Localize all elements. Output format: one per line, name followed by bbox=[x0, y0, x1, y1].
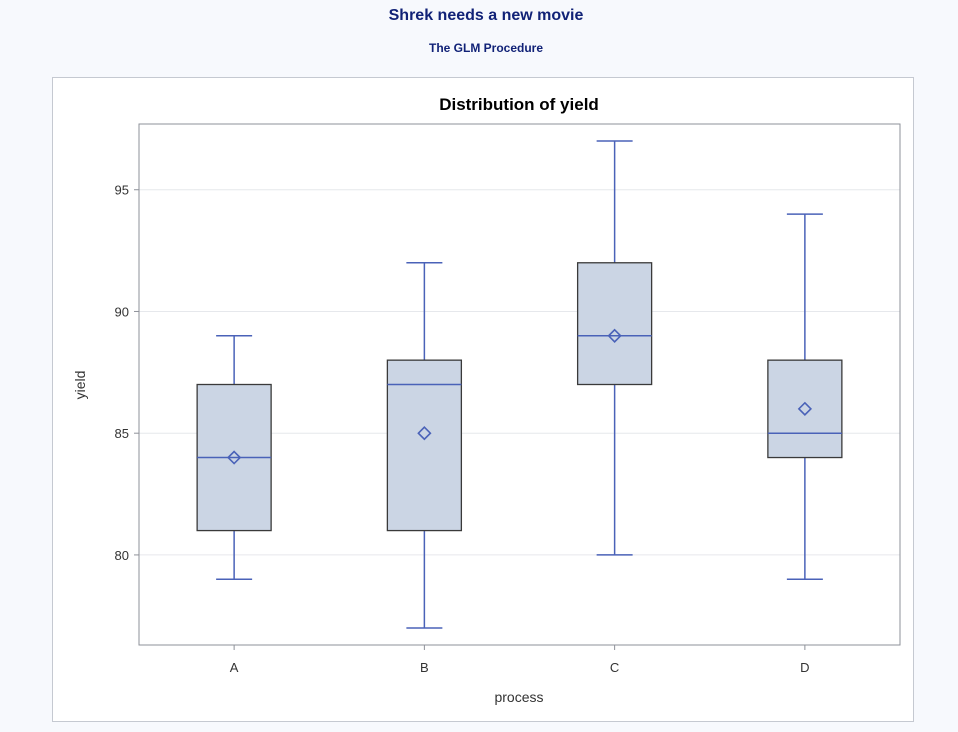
x-tick-label: B bbox=[420, 660, 429, 675]
interquartile-box bbox=[386, 359, 463, 532]
mean-marker bbox=[607, 328, 622, 343]
box-d bbox=[767, 213, 843, 581]
interquartile-box bbox=[767, 359, 843, 459]
box-b bbox=[386, 262, 463, 629]
mean-marker bbox=[797, 401, 813, 416]
y-tick-label: 85 bbox=[115, 426, 129, 441]
y-tick-label: 95 bbox=[115, 183, 129, 198]
y-tick-label: 80 bbox=[115, 548, 129, 563]
box-c bbox=[576, 140, 653, 556]
x-axis-ticks: A B C D bbox=[230, 645, 810, 675]
mean-marker bbox=[417, 426, 432, 441]
y-tick-label: 90 bbox=[115, 304, 129, 319]
boxes bbox=[196, 140, 843, 629]
mean-marker bbox=[226, 450, 242, 465]
y-axis-ticks: 80 85 90 95 bbox=[115, 183, 139, 563]
interquartile-box bbox=[576, 262, 653, 386]
y-axis-label: yield bbox=[72, 371, 88, 400]
chart-title: Distribution of yield bbox=[439, 95, 599, 114]
x-axis-label: process bbox=[494, 689, 543, 705]
plot-area-border bbox=[138, 123, 901, 646]
box-a bbox=[196, 335, 272, 581]
report-title: Shrek needs a new movie bbox=[388, 7, 584, 24]
report-subtitle: The GLM Procedure bbox=[428, 41, 544, 55]
x-tick-label: A bbox=[230, 660, 239, 675]
x-tick-label: C bbox=[610, 660, 619, 675]
x-tick-label: D bbox=[800, 660, 809, 675]
